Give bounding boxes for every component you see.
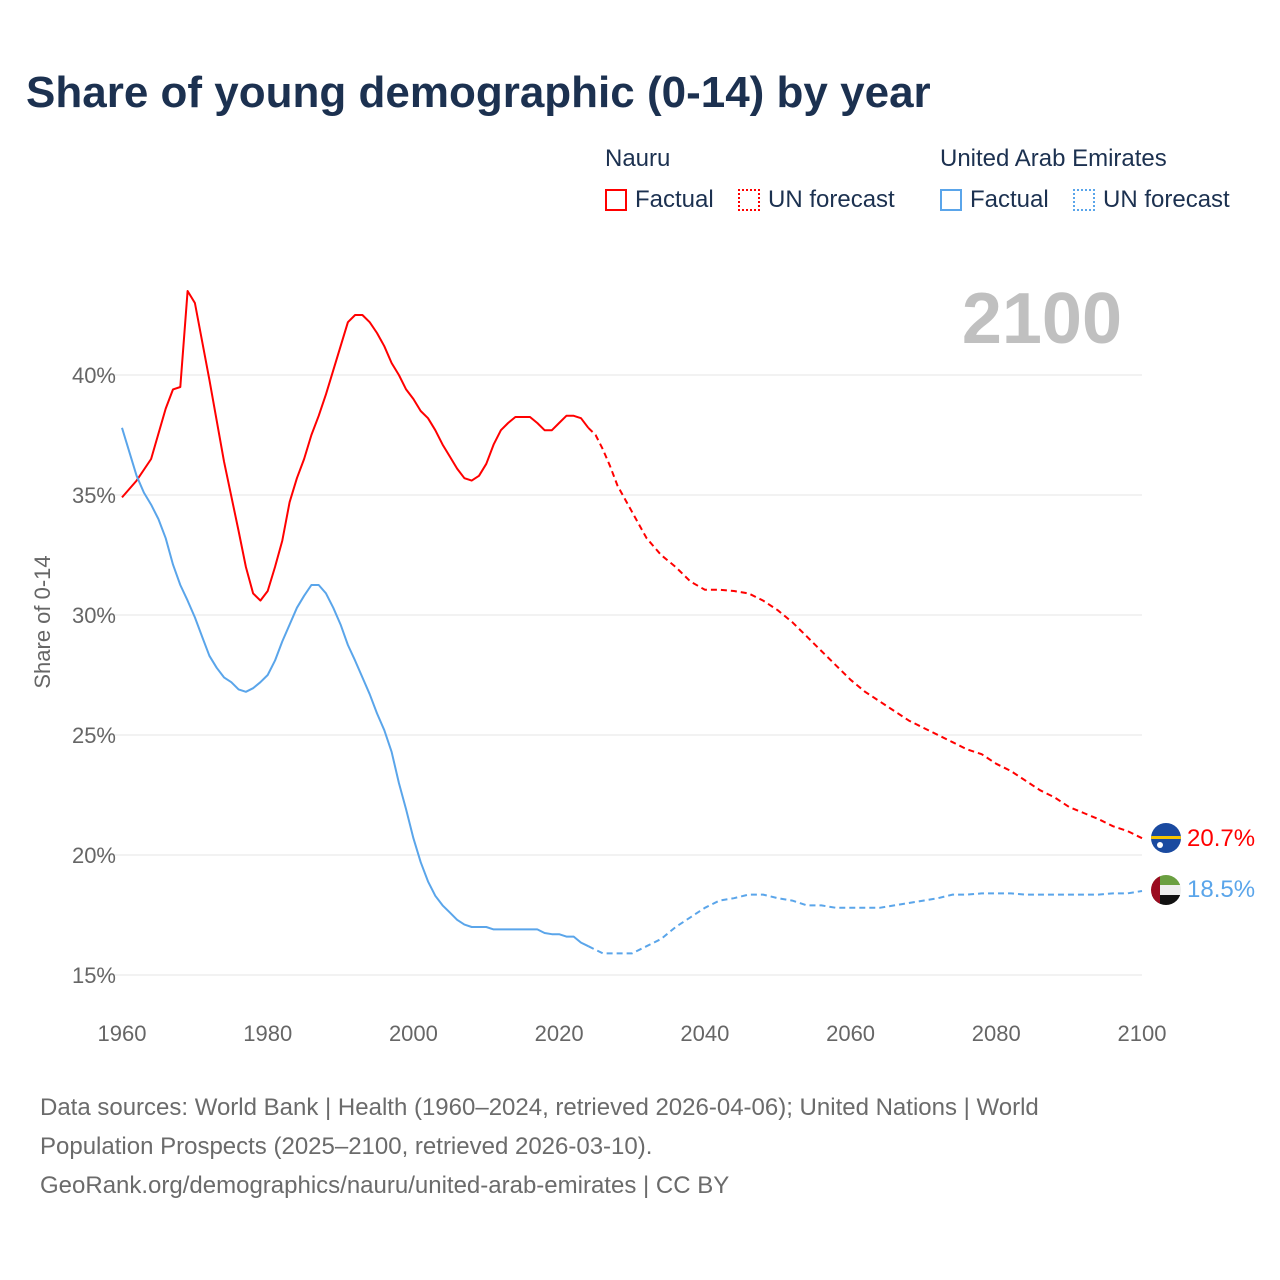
- flag-uae-icon: [1151, 875, 1181, 905]
- y-tick-label: 35%: [72, 483, 116, 508]
- footer-line[interactable]: GeoRank.org/demographics/nauru/united-ar…: [40, 1172, 730, 1199]
- legend-label: Factual: [635, 186, 714, 213]
- y-tick-label: 40%: [72, 363, 116, 388]
- dotted-swatch-icon: [1073, 189, 1095, 211]
- legend-nauru-heading: Nauru: [605, 145, 671, 172]
- y-tick-label: 30%: [72, 603, 116, 628]
- legend-uae-forecast[interactable]: UN forecast: [1073, 186, 1230, 214]
- series-line-nauru-factual: [121, 290, 590, 602]
- y-tick-label: 20%: [72, 843, 116, 868]
- x-tick-label: 1980: [243, 1021, 292, 1046]
- footer-line: Data sources: World Bank | Health (1960–…: [40, 1094, 1039, 1121]
- footer-line: Population Prospects (2025–2100, retriev…: [40, 1133, 653, 1160]
- x-tick-label: 2020: [535, 1021, 584, 1046]
- solid-swatch-icon: [940, 189, 962, 211]
- x-tick-label: 1960: [98, 1021, 147, 1046]
- series-line-uae-factual: [121, 427, 589, 948]
- x-tick-label: 2080: [972, 1021, 1021, 1046]
- x-tick-label: 2100: [1118, 1021, 1167, 1046]
- x-tick-label: 2000: [389, 1021, 438, 1046]
- legend-label: UN forecast: [768, 186, 895, 213]
- y-axis-label: Share of 0-14: [30, 555, 55, 688]
- legend-label: Factual: [970, 186, 1049, 213]
- solid-swatch-icon: [605, 189, 627, 211]
- chart-title: Share of young demographic (0-14) by yea…: [26, 68, 931, 117]
- legend-nauru-factual[interactable]: Factual: [605, 186, 714, 214]
- x-tick-label: 2060: [826, 1021, 875, 1046]
- series-line-nauru-forecast: [587, 427, 1143, 840]
- dotted-swatch-icon: [738, 189, 760, 211]
- y-tick-label: 15%: [72, 963, 116, 988]
- end-label-uae: 18.5%: [1187, 876, 1255, 903]
- legend-label: UN forecast: [1103, 186, 1230, 213]
- legend-uae-factual[interactable]: Factual: [940, 186, 1049, 214]
- series-line-uae-forecast: [587, 890, 1143, 955]
- y-tick-label: 25%: [72, 723, 116, 748]
- footer-sources: Data sources: World Bank | Health (1960–…: [40, 1088, 1039, 1205]
- x-tick-label: 2040: [680, 1021, 729, 1046]
- legend-nauru-forecast[interactable]: UN forecast: [738, 186, 895, 214]
- current-year-display: 2100: [961, 279, 1122, 359]
- legend-uae-heading: United Arab Emirates: [940, 145, 1167, 172]
- flag-nauru-icon: [1151, 823, 1181, 853]
- end-label-nauru: 20.7%: [1187, 825, 1255, 852]
